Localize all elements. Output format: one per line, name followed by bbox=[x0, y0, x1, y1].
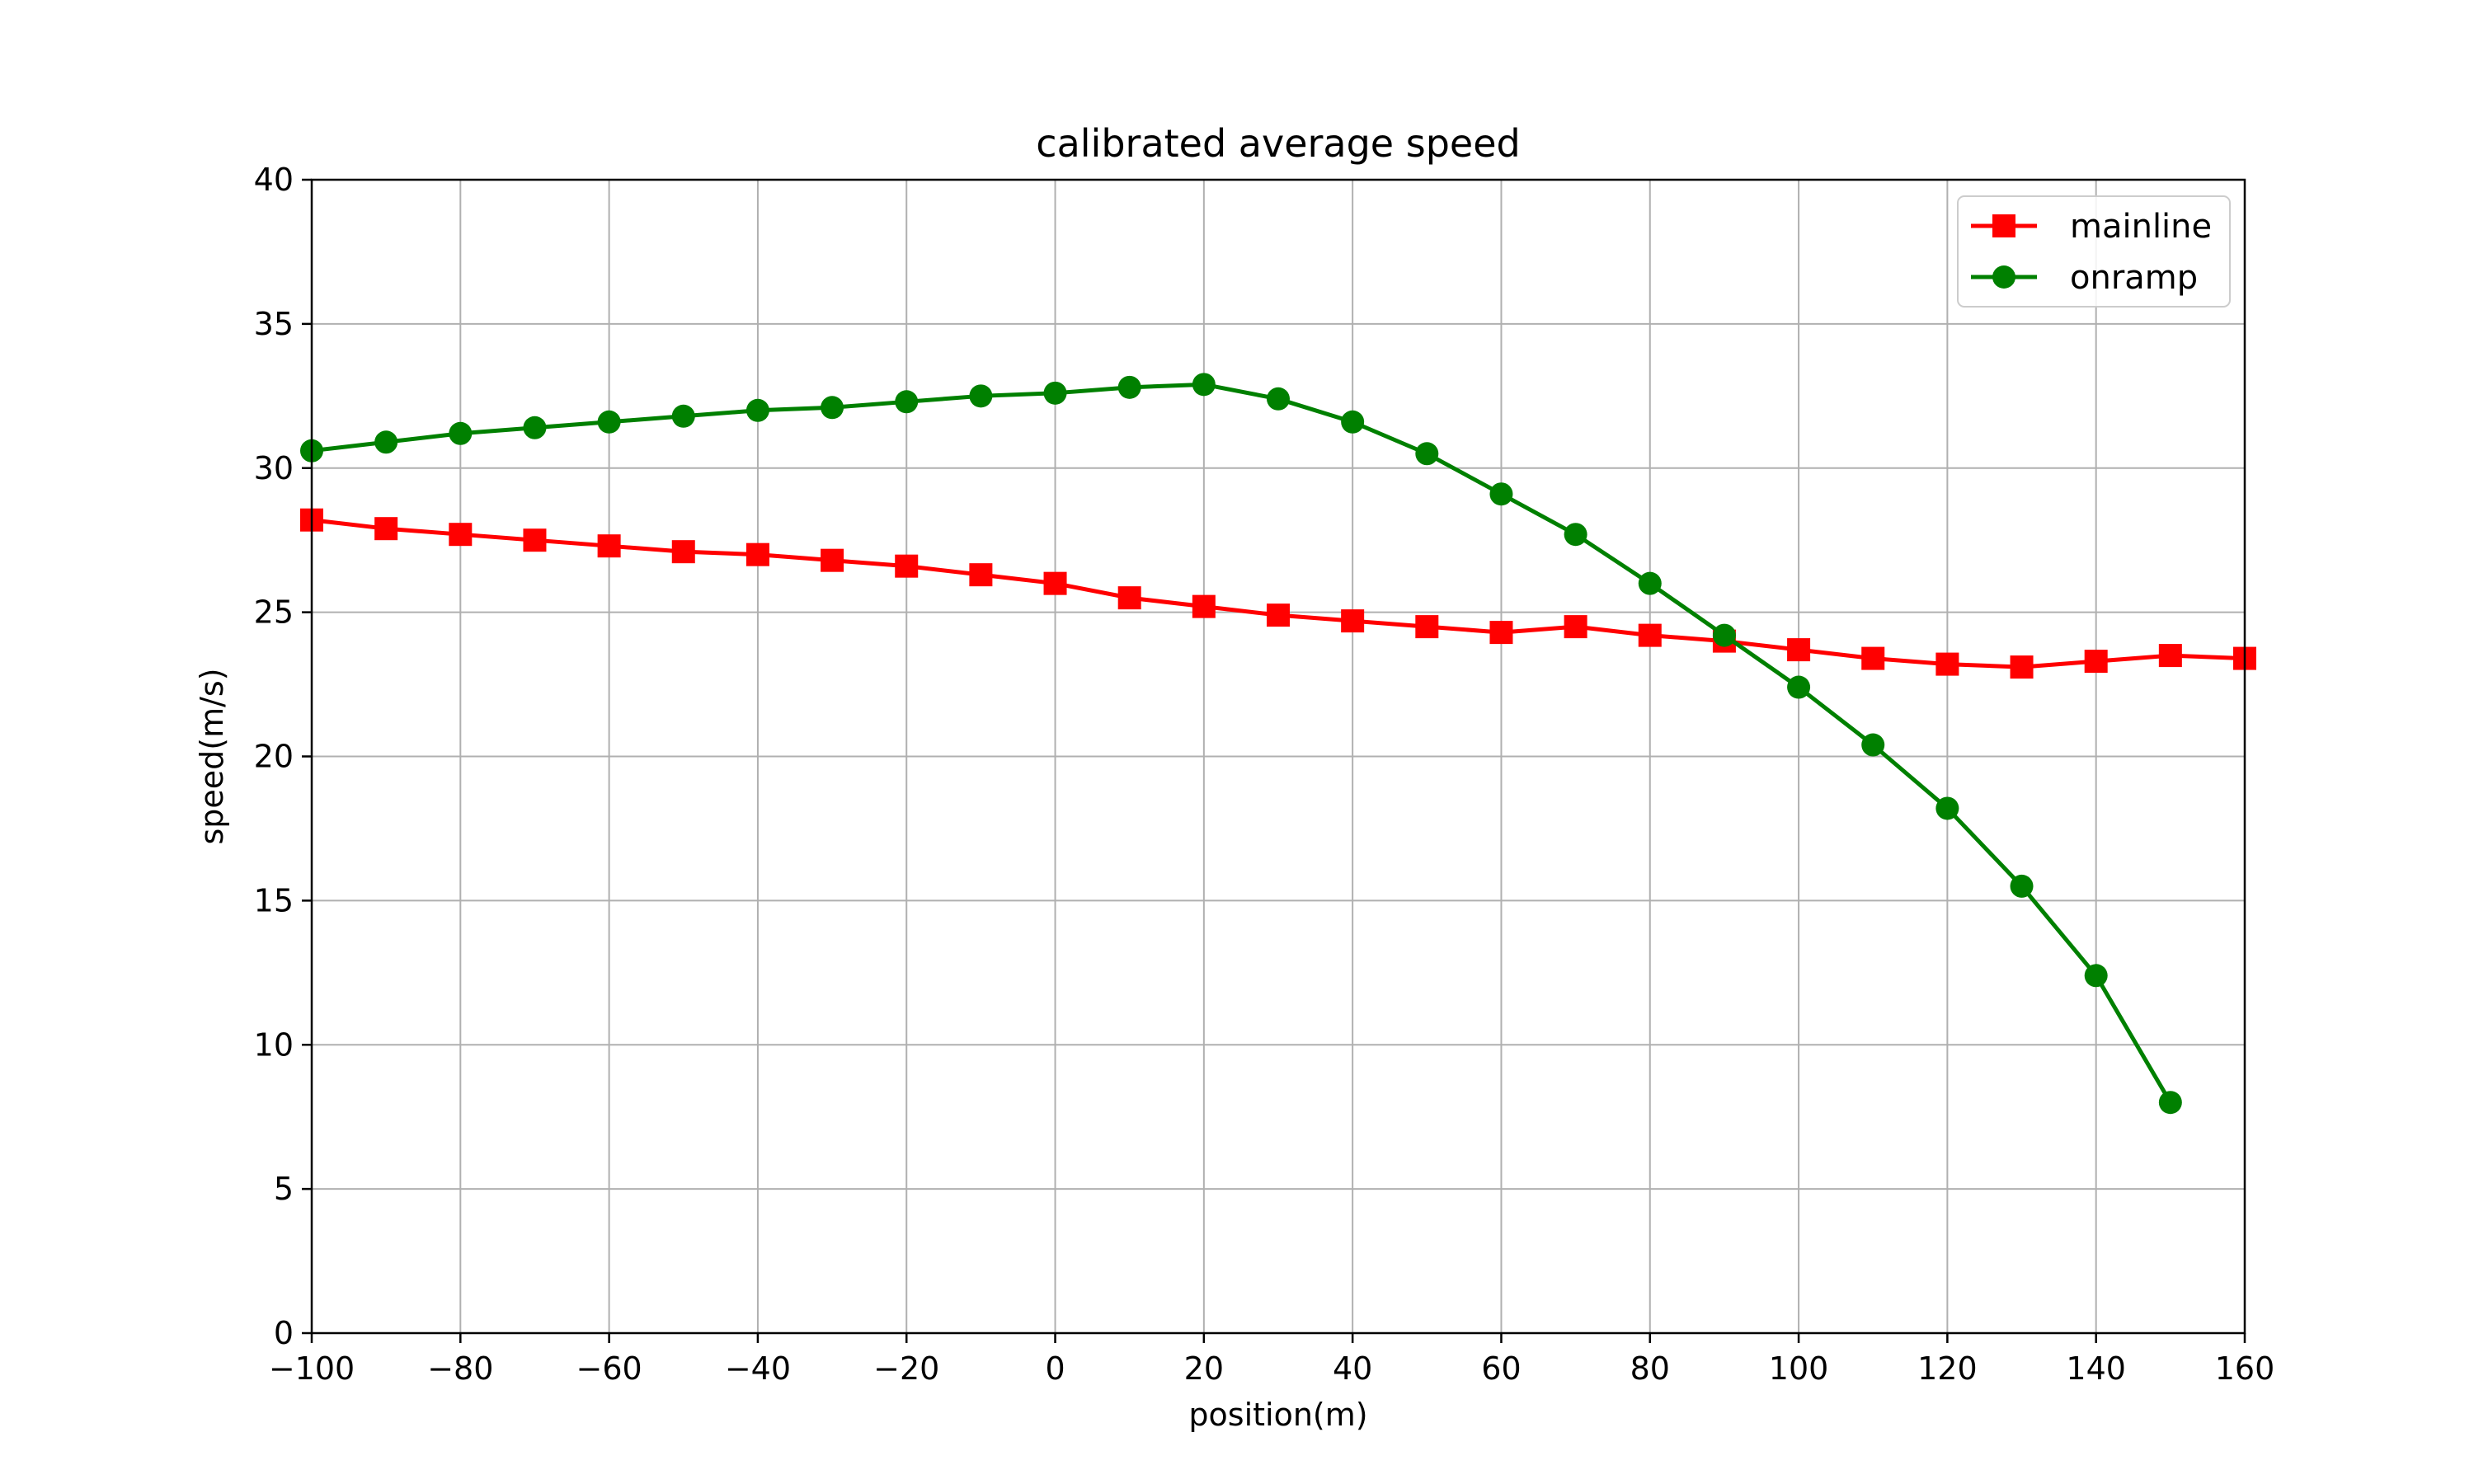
legend-label: onramp bbox=[2070, 259, 2198, 297]
y-tick-label: 40 bbox=[254, 162, 294, 198]
x-tick-label: 80 bbox=[1630, 1350, 1670, 1387]
onramp-point bbox=[1787, 675, 1811, 699]
mainline-point bbox=[2158, 644, 2182, 668]
y-tick-label: 35 bbox=[254, 306, 294, 342]
mainline-point bbox=[745, 542, 769, 566]
onramp-point bbox=[1117, 375, 1141, 399]
onramp-point bbox=[597, 410, 621, 434]
onramp-point bbox=[1935, 796, 1959, 820]
mainline-point bbox=[523, 528, 547, 552]
mainline-point bbox=[895, 554, 919, 578]
series-onramp bbox=[300, 373, 2182, 1115]
mainline-point bbox=[1489, 621, 1513, 645]
mainline-point bbox=[1564, 615, 1587, 639]
y-tick-label: 30 bbox=[254, 450, 294, 486]
mainline-point bbox=[1787, 638, 1811, 662]
x-tick-label: −20 bbox=[873, 1350, 939, 1387]
onramp-point bbox=[671, 404, 695, 428]
x-tick-label: 20 bbox=[1184, 1350, 1224, 1387]
onramp-line bbox=[311, 382, 2173, 1104]
onramp-point bbox=[1638, 571, 1662, 595]
legend-label: mainline bbox=[2070, 208, 2212, 246]
mainline-point bbox=[1415, 615, 1439, 639]
mainline-point bbox=[1861, 646, 1885, 670]
x-tick-label: 0 bbox=[1045, 1350, 1065, 1387]
x-tick-label: 60 bbox=[1481, 1350, 1521, 1387]
onramp-point bbox=[1564, 523, 1587, 547]
mainline-point bbox=[1117, 586, 1141, 610]
y-tick-label: 15 bbox=[254, 882, 294, 918]
series-layer bbox=[300, 373, 2256, 1115]
x-tick-label: 140 bbox=[2066, 1350, 2126, 1387]
x-tick-label: 160 bbox=[2215, 1350, 2275, 1387]
onramp-point bbox=[1861, 733, 1885, 757]
y-tick-label: 20 bbox=[254, 739, 294, 775]
x-tick-label: −60 bbox=[576, 1350, 642, 1387]
mainline-point bbox=[2010, 655, 2034, 679]
x-tick-label: 100 bbox=[1769, 1350, 1829, 1387]
x-tick-label: 120 bbox=[1917, 1350, 1978, 1387]
onramp-point bbox=[1043, 381, 1067, 405]
x-axis-label: position(m) bbox=[1188, 1397, 1367, 1433]
onramp-point bbox=[1192, 373, 1216, 397]
mainline-point bbox=[969, 563, 993, 587]
onramp-point bbox=[523, 416, 547, 439]
mainline-point bbox=[1341, 609, 1365, 633]
mainline-point bbox=[1267, 603, 1290, 627]
chart-title: calibrated average speed bbox=[1036, 121, 1520, 166]
axis-ticks: −100 −80 −60 −40 −20 0 20 40 60 80 100 120 140 160 0 5 1… bbox=[254, 162, 2275, 1387]
legend-item-mainline: mainline bbox=[1971, 208, 2212, 246]
mainline-point bbox=[1192, 594, 1216, 618]
onramp-point bbox=[2158, 1091, 2182, 1115]
mainline-point bbox=[671, 540, 695, 564]
y-tick-label: 10 bbox=[254, 1026, 294, 1063]
onramp-point bbox=[1712, 623, 1736, 647]
x-tick-label: 40 bbox=[1333, 1350, 1372, 1387]
y-axis-label: speed(m/s) bbox=[194, 668, 230, 844]
onramp-point bbox=[2010, 874, 2034, 898]
onramp-point bbox=[895, 390, 919, 414]
onramp-point bbox=[2084, 964, 2108, 988]
y-tick-label: 25 bbox=[254, 594, 294, 631]
onramp-point bbox=[374, 430, 398, 454]
onramp-point bbox=[969, 384, 993, 408]
onramp-point bbox=[1267, 387, 1290, 411]
series-mainline bbox=[300, 508, 2256, 679]
x-tick-label: −80 bbox=[427, 1350, 493, 1387]
legend-swatch-marker bbox=[1992, 265, 2015, 289]
onramp-point bbox=[745, 398, 769, 422]
mainline-point bbox=[821, 548, 844, 572]
mainline-point bbox=[597, 534, 621, 558]
y-tick-label: 5 bbox=[274, 1171, 294, 1207]
onramp-point bbox=[821, 396, 844, 420]
onramp-point bbox=[1489, 482, 1513, 506]
x-tick-label: −100 bbox=[269, 1350, 355, 1387]
mainline-point bbox=[449, 523, 473, 547]
mainline-point bbox=[1638, 623, 1662, 647]
onramp-point bbox=[1341, 410, 1365, 434]
legend-swatch-marker bbox=[1992, 214, 2015, 237]
mainline-point bbox=[374, 517, 398, 541]
x-tick-label: −40 bbox=[725, 1350, 791, 1387]
mainline-point bbox=[2084, 650, 2108, 674]
onramp-point bbox=[449, 421, 473, 445]
mainline-point bbox=[1935, 652, 1959, 676]
mainline-point bbox=[1043, 571, 1067, 595]
y-tick-label: 0 bbox=[274, 1315, 294, 1351]
onramp-point bbox=[1415, 442, 1439, 466]
legend: mainline onramp bbox=[1957, 195, 2231, 308]
legend-item-onramp: onramp bbox=[1971, 259, 2198, 297]
